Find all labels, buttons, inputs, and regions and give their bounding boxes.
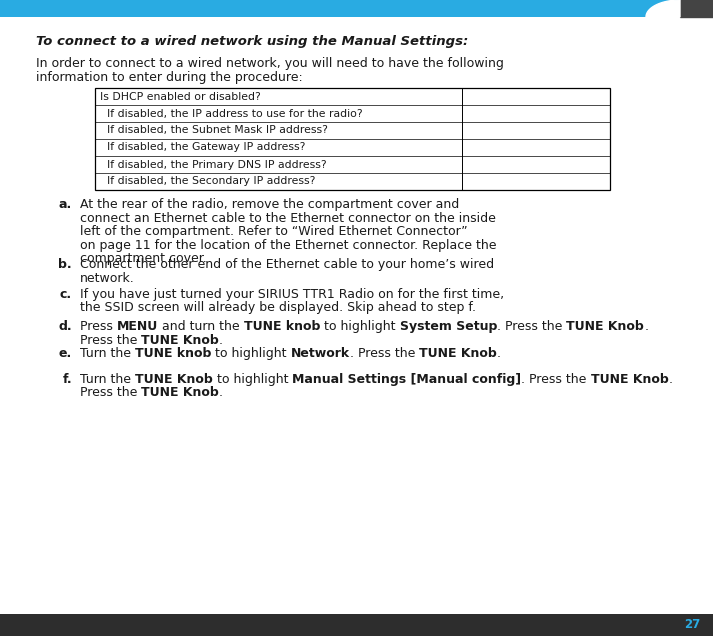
Text: 27: 27	[684, 618, 700, 632]
Text: to highlight: to highlight	[212, 373, 292, 386]
Text: Turn the: Turn the	[80, 373, 135, 386]
Text: f.: f.	[62, 373, 72, 386]
Text: If disabled, the Gateway IP address?: If disabled, the Gateway IP address?	[100, 142, 305, 153]
Text: If you have just turned your SIRIUS TTR1 Radio on for the first time,: If you have just turned your SIRIUS TTR1…	[80, 288, 504, 301]
Text: left of the compartment. Refer to “Wired Ethernet Connector”: left of the compartment. Refer to “Wired…	[80, 225, 468, 238]
Text: . Press the: . Press the	[497, 320, 566, 333]
Text: TUNE Knob: TUNE Knob	[141, 387, 219, 399]
Text: compartment cover.: compartment cover.	[80, 252, 207, 265]
Text: Is DHCP enabled or disabled?: Is DHCP enabled or disabled?	[100, 92, 261, 102]
Text: .: .	[644, 320, 648, 333]
Text: b.: b.	[58, 258, 72, 271]
Text: the SSID screen will already be displayed. Skip ahead to step f.: the SSID screen will already be displaye…	[80, 301, 476, 314]
Text: c.: c.	[60, 288, 72, 301]
Text: Press: Press	[80, 320, 117, 333]
Text: . Press the: . Press the	[350, 347, 419, 360]
Text: System Setup: System Setup	[399, 320, 497, 333]
Text: Press the: Press the	[80, 387, 141, 399]
Text: d.: d.	[58, 320, 72, 333]
Text: If disabled, the Subnet Mask IP address?: If disabled, the Subnet Mask IP address?	[100, 125, 328, 135]
Text: to highlight: to highlight	[211, 347, 291, 360]
Text: In order to connect to a wired network, you will need to have the following: In order to connect to a wired network, …	[36, 57, 504, 70]
Text: on page 11 for the location of the Ethernet connector. Replace the: on page 11 for the location of the Ether…	[80, 238, 496, 251]
Bar	[0, 0, 680, 17]
Text: Manual Settings [Manual config]: Manual Settings [Manual config]	[292, 373, 521, 386]
Text: TUNE Knob: TUNE Knob	[566, 320, 644, 333]
Text: If disabled, the Secondary IP address?: If disabled, the Secondary IP address?	[100, 177, 315, 186]
Text: and turn the: and turn the	[158, 320, 244, 333]
Text: connect an Ethernet cable to the Ethernet connector on the inside: connect an Ethernet cable to the Etherne…	[80, 212, 496, 225]
Text: network.: network.	[80, 272, 135, 284]
Text: Connect the other end of the Ethernet cable to your home’s wired: Connect the other end of the Ethernet ca…	[80, 258, 494, 271]
Text: If disabled, the IP address to use for the radio?: If disabled, the IP address to use for t…	[100, 109, 363, 118]
Bar	[0, 614, 713, 636]
Polygon shape	[646, 0, 680, 17]
Text: .: .	[669, 373, 672, 386]
Text: Network: Network	[291, 347, 350, 360]
Bar	[95, 88, 610, 190]
Text: MENU: MENU	[117, 320, 158, 333]
Text: TUNE Knob: TUNE Knob	[419, 347, 497, 360]
Text: TUNE Knob: TUNE Knob	[141, 333, 219, 347]
Text: information to enter during the procedure:: information to enter during the procedur…	[36, 71, 303, 84]
Text: TUNE knob: TUNE knob	[135, 347, 211, 360]
Text: TUNE knob: TUNE knob	[244, 320, 320, 333]
Text: .: .	[219, 333, 223, 347]
Text: .: .	[497, 347, 501, 360]
Text: To connect to a wired network using the Manual Settings:: To connect to a wired network using the …	[36, 35, 468, 48]
Text: If disabled, the Primary DNS IP address?: If disabled, the Primary DNS IP address?	[100, 160, 327, 170]
Text: Press the: Press the	[80, 333, 141, 347]
Text: e.: e.	[58, 347, 72, 360]
Text: to highlight: to highlight	[320, 320, 399, 333]
Text: .: .	[219, 387, 223, 399]
Text: a.: a.	[58, 198, 72, 211]
Polygon shape	[680, 0, 713, 17]
Text: TUNE Knob: TUNE Knob	[591, 373, 669, 386]
Text: Turn the: Turn the	[80, 347, 135, 360]
Text: . Press the: . Press the	[521, 373, 591, 386]
Text: At the rear of the radio, remove the compartment cover and: At the rear of the radio, remove the com…	[80, 198, 459, 211]
Text: TUNE Knob: TUNE Knob	[135, 373, 212, 386]
